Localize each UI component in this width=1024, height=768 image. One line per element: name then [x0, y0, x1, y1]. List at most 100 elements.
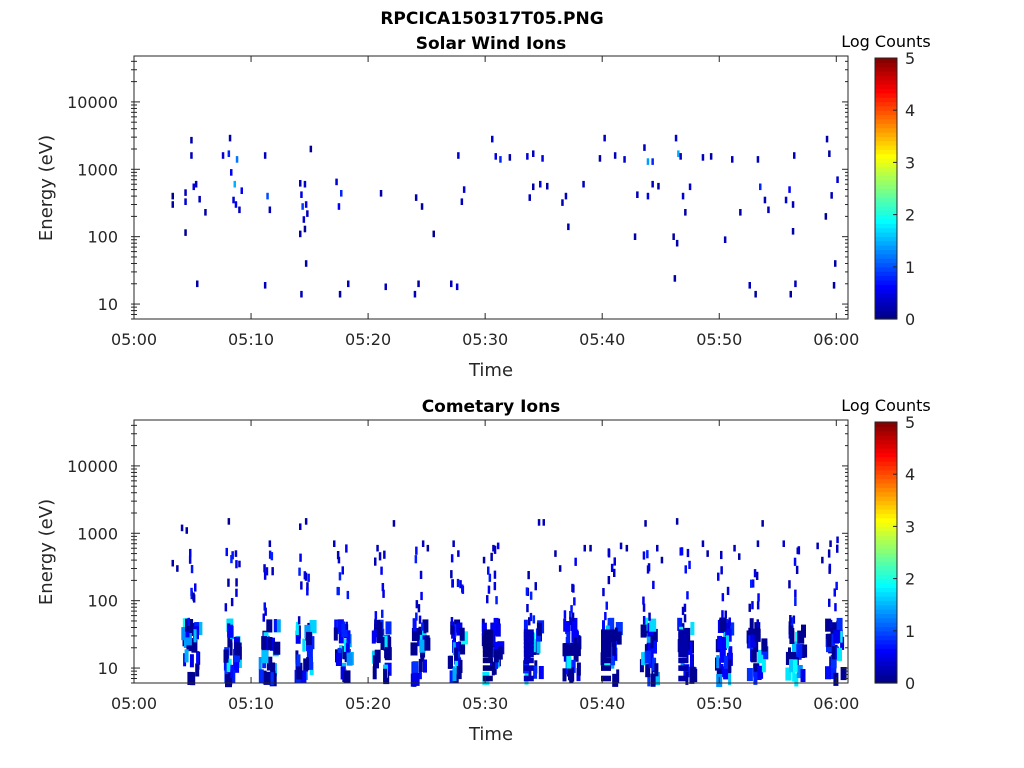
- heatmap-cell: [824, 213, 828, 220]
- heatmap-cell: [753, 671, 758, 685]
- heatmap-cell: [336, 586, 339, 596]
- heatmap-cell: [196, 651, 200, 665]
- heatmap-cell: [229, 642, 233, 656]
- heatmap-cell: [724, 610, 727, 619]
- colorbar-segment: [875, 97, 897, 103]
- heatmap-cell: [306, 657, 310, 671]
- heatmap-cell: [601, 665, 611, 671]
- heatmap-cell: [678, 638, 689, 644]
- heatmap-cell: [338, 290, 342, 298]
- heatmap-cell: [792, 615, 796, 624]
- heatmap-cell: [690, 654, 694, 668]
- heatmap-cell: [790, 659, 798, 673]
- heatmap-cell: [235, 560, 238, 569]
- heatmap-cell: [836, 617, 843, 631]
- heatmap-cell: [449, 655, 453, 669]
- heatmap-cell: [678, 675, 689, 682]
- heatmap-cell: [418, 626, 424, 640]
- heatmap-cell: [412, 672, 420, 686]
- heatmap-cell: [603, 134, 606, 142]
- heatmap-cell: [681, 606, 685, 615]
- x-tick-label: 05:30: [462, 330, 508, 349]
- heatmap-cell: [306, 210, 309, 217]
- heatmap-cell: [838, 629, 843, 643]
- heatmap-cell: [793, 557, 797, 566]
- heatmap-cell: [412, 618, 417, 632]
- colorbar-segment: [875, 613, 897, 619]
- heatmap-cell: [748, 282, 751, 289]
- colorbar-segment: [875, 469, 897, 475]
- colorbar-frame: [874, 421, 898, 684]
- heatmap-cell: [204, 209, 207, 216]
- y-tick-label: 1000: [77, 524, 118, 543]
- heatmap-cell: [455, 283, 459, 291]
- colorbar-segment: [875, 66, 897, 72]
- heatmap-cell: [301, 203, 304, 210]
- colorbar-segment: [875, 258, 897, 264]
- panel-solar-wind: Solar Wind Ions Energy (eV) Time 05:00 05…: [36, 32, 931, 381]
- colorbar-tick-label: 4: [905, 101, 915, 120]
- heatmap-cell: [333, 540, 336, 547]
- heatmap-cell: [457, 550, 460, 557]
- heatmap-cell: [728, 646, 733, 660]
- heatmap-cell: [788, 621, 793, 635]
- heatmap-cell: [374, 618, 377, 627]
- heatmap-cell: [788, 186, 791, 193]
- heatmap-cell: [496, 542, 500, 550]
- heatmap-cell: [833, 629, 841, 643]
- heatmap-cell: [701, 540, 705, 547]
- heatmap-cell: [675, 239, 679, 247]
- heatmap-cell: [461, 585, 465, 594]
- heatmap-cell: [623, 156, 626, 163]
- heatmap-cell: [337, 556, 341, 564]
- heatmap-cell: [829, 633, 836, 647]
- colorbar-tick-label: 2: [905, 570, 915, 589]
- heatmap-cell: [573, 648, 579, 662]
- colorbar-segment: [875, 578, 897, 584]
- heatmap-cell: [383, 668, 388, 682]
- x-tick-label: 05:40: [579, 694, 625, 713]
- heatmap-cell: [574, 637, 577, 651]
- heatmap-cell: [419, 639, 426, 653]
- heatmap-cell: [526, 153, 529, 160]
- colorbar-segment: [875, 279, 897, 285]
- heatmap-cell: [195, 663, 200, 677]
- heatmap-cell: [529, 591, 533, 600]
- heatmap-cell: [261, 636, 268, 650]
- heatmap-cell: [263, 671, 271, 685]
- heatmap-cell: [487, 585, 491, 594]
- heatmap-cell: [542, 519, 545, 526]
- colorbar-segment: [875, 491, 897, 497]
- colorbar-segment: [875, 79, 897, 85]
- heatmap-cell: [749, 618, 754, 632]
- heatmap-cell: [613, 152, 617, 159]
- heatmap-cell: [192, 592, 195, 601]
- heatmap-cell: [307, 573, 310, 582]
- heatmap-cell: [233, 649, 240, 663]
- heatmap-cell: [258, 669, 264, 683]
- heatmap-cell: [755, 571, 759, 580]
- y-axis-label: Energy (eV): [36, 499, 57, 605]
- heatmap-cell: [345, 544, 348, 553]
- colorbar-tick-label: 0: [905, 310, 915, 329]
- heatmap-cell: [687, 637, 690, 651]
- heatmap-cell: [720, 636, 727, 650]
- heatmap-cell: [189, 654, 194, 668]
- colorbar-segment: [875, 249, 897, 255]
- heatmap-cell: [577, 636, 582, 650]
- heatmap-cell: [784, 196, 788, 204]
- heatmap-cell: [337, 619, 344, 633]
- colorbar-tick-label: 1: [905, 258, 915, 277]
- heatmap-cell: [176, 565, 179, 572]
- heatmap-cell: [235, 156, 239, 163]
- heatmap-cell: [264, 607, 267, 616]
- heatmap-cell: [299, 523, 302, 530]
- heatmap-cell: [230, 598, 234, 607]
- colorbar-segment: [875, 245, 897, 250]
- heatmap-cell: [826, 633, 832, 647]
- heatmap-cell: [688, 183, 692, 191]
- heatmap-cell: [525, 587, 529, 596]
- heatmap-cells: [171, 134, 839, 298]
- heatmap-cell: [601, 646, 611, 653]
- colorbar-segment: [875, 443, 897, 449]
